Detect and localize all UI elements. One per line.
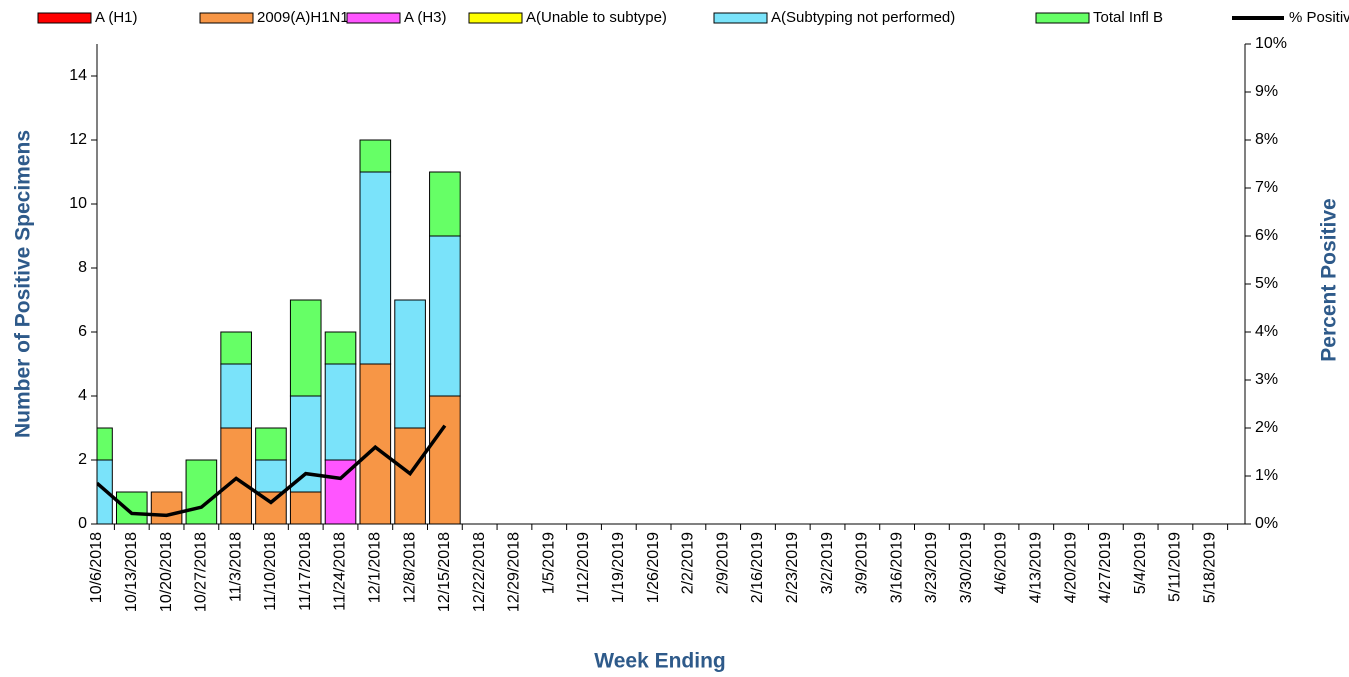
x-tick-label: 2/2/2019 bbox=[680, 532, 697, 594]
x-tick-label: 3/16/2019 bbox=[888, 532, 905, 603]
bar-segment bbox=[185, 459, 218, 525]
bar-segment bbox=[289, 395, 322, 493]
x-tick-label: 10/27/2018 bbox=[193, 532, 210, 612]
x-tick-label: 4/13/2019 bbox=[1027, 532, 1044, 603]
bar-segment bbox=[255, 459, 287, 493]
y2-tick-label: 7% bbox=[1255, 179, 1278, 196]
x-tick-label: 5/18/2019 bbox=[1201, 532, 1218, 603]
legend-swatch bbox=[346, 12, 401, 24]
x-tick-label: 1/12/2019 bbox=[575, 532, 592, 603]
x-tick-label: 12/22/2018 bbox=[471, 532, 488, 612]
y-tick-label: 14 bbox=[69, 67, 87, 84]
y2-tick-label: 4% bbox=[1255, 323, 1278, 340]
x-tick-label: 2/23/2019 bbox=[784, 532, 801, 603]
legend-label: A (H1) bbox=[95, 9, 138, 26]
x-tick-label: 1/19/2019 bbox=[610, 532, 627, 603]
x-tick-label: 4/20/2019 bbox=[1062, 532, 1079, 603]
legend-swatch bbox=[1035, 12, 1090, 24]
y-tick-label: 4 bbox=[78, 387, 87, 404]
x-axis-title: Week Ending bbox=[594, 650, 725, 673]
y-axis-title: Number of Positive Specimens bbox=[12, 130, 35, 438]
x-tick-label: 5/11/2019 bbox=[1167, 532, 1184, 602]
legend-label: A(Unable to subtype) bbox=[526, 9, 667, 26]
x-tick-label: 10/13/2018 bbox=[123, 532, 140, 612]
x-tick-label: 3/23/2019 bbox=[923, 532, 940, 603]
bar-segment bbox=[359, 171, 392, 365]
bar-segment bbox=[324, 363, 357, 461]
y2-axis-title: Percent Positive bbox=[1318, 198, 1341, 361]
bar-segment bbox=[220, 363, 252, 429]
x-tick-label: 1/26/2019 bbox=[645, 532, 662, 603]
y2-tick-label: 8% bbox=[1255, 131, 1278, 148]
bar-segment bbox=[359, 139, 392, 173]
y-tick-label: 6 bbox=[78, 323, 87, 340]
bar-segment bbox=[255, 427, 287, 461]
x-tick-label: 12/15/2018 bbox=[436, 532, 453, 612]
x-tick-label: 12/1/2018 bbox=[367, 532, 384, 603]
y2-tick-label: 3% bbox=[1255, 371, 1278, 388]
bar-segment bbox=[429, 171, 461, 237]
bar-segment bbox=[429, 235, 461, 397]
legend-label: Total Infl B bbox=[1093, 9, 1163, 26]
bar-segment bbox=[394, 299, 426, 429]
x-tick-label: 11/24/2018 bbox=[332, 532, 349, 611]
x-tick-label: 11/3/2018 bbox=[227, 532, 244, 602]
x-tick-label: 3/9/2019 bbox=[854, 532, 871, 594]
y2-tick-label: 9% bbox=[1255, 83, 1278, 100]
y2-tick-label: 1% bbox=[1255, 467, 1278, 484]
x-tick-label: 10/6/2018 bbox=[88, 532, 105, 603]
x-tick-label: 10/20/2018 bbox=[158, 532, 175, 612]
x-tick-label: 3/30/2019 bbox=[958, 532, 975, 603]
legend-swatch bbox=[468, 12, 523, 24]
bar-segment bbox=[324, 331, 357, 365]
x-tick-label: 11/10/2018 bbox=[262, 532, 279, 611]
legend-swatch bbox=[199, 12, 254, 24]
y-tick-label: 0 bbox=[78, 515, 87, 532]
y-tick-label: 10 bbox=[69, 195, 87, 212]
legend-swatch bbox=[713, 12, 768, 24]
x-tick-label: 2/9/2019 bbox=[714, 532, 731, 594]
y-tick-label: 2 bbox=[78, 451, 87, 468]
y2-tick-label: 0% bbox=[1255, 515, 1278, 532]
x-tick-label: 1/5/2019 bbox=[540, 532, 557, 594]
x-tick-label: 5/4/2019 bbox=[1132, 532, 1149, 594]
bar-segment bbox=[289, 491, 322, 525]
x-tick-label: 4/27/2019 bbox=[1097, 532, 1114, 603]
x-tick-label: 12/29/2018 bbox=[506, 532, 523, 612]
bar-segment bbox=[359, 363, 392, 525]
x-tick-label: 12/8/2018 bbox=[401, 532, 418, 603]
y2-tick-label: 6% bbox=[1255, 227, 1278, 244]
y-tick-label: 8 bbox=[78, 259, 87, 276]
bar-segment bbox=[429, 395, 461, 525]
x-tick-label: 11/17/2018 bbox=[297, 532, 314, 611]
legend-label: 2009(A)H1N1 bbox=[257, 9, 349, 26]
y2-tick-label: 2% bbox=[1255, 419, 1278, 436]
y2-tick-label: 10% bbox=[1255, 35, 1287, 52]
legend-label: A(Subtyping not performed) bbox=[771, 9, 955, 26]
legend-label: % Positive bbox=[1289, 9, 1349, 26]
bar-segment bbox=[150, 491, 183, 525]
bar-segment bbox=[220, 427, 252, 525]
bar-segment bbox=[220, 331, 252, 365]
bar-segment bbox=[289, 299, 322, 397]
bar-segment bbox=[115, 491, 148, 525]
legend-swatch bbox=[37, 12, 92, 24]
legend-label: A (H3) bbox=[404, 9, 447, 26]
x-tick-label: 3/2/2019 bbox=[819, 532, 836, 594]
x-tick-label: 2/16/2019 bbox=[749, 532, 766, 603]
x-tick-label: 4/6/2019 bbox=[993, 532, 1010, 594]
bar-segment bbox=[394, 427, 426, 525]
percent-line bbox=[97, 424, 447, 518]
y2-tick-label: 5% bbox=[1255, 275, 1278, 292]
y-tick-label: 12 bbox=[69, 131, 87, 148]
bars bbox=[97, 139, 461, 525]
